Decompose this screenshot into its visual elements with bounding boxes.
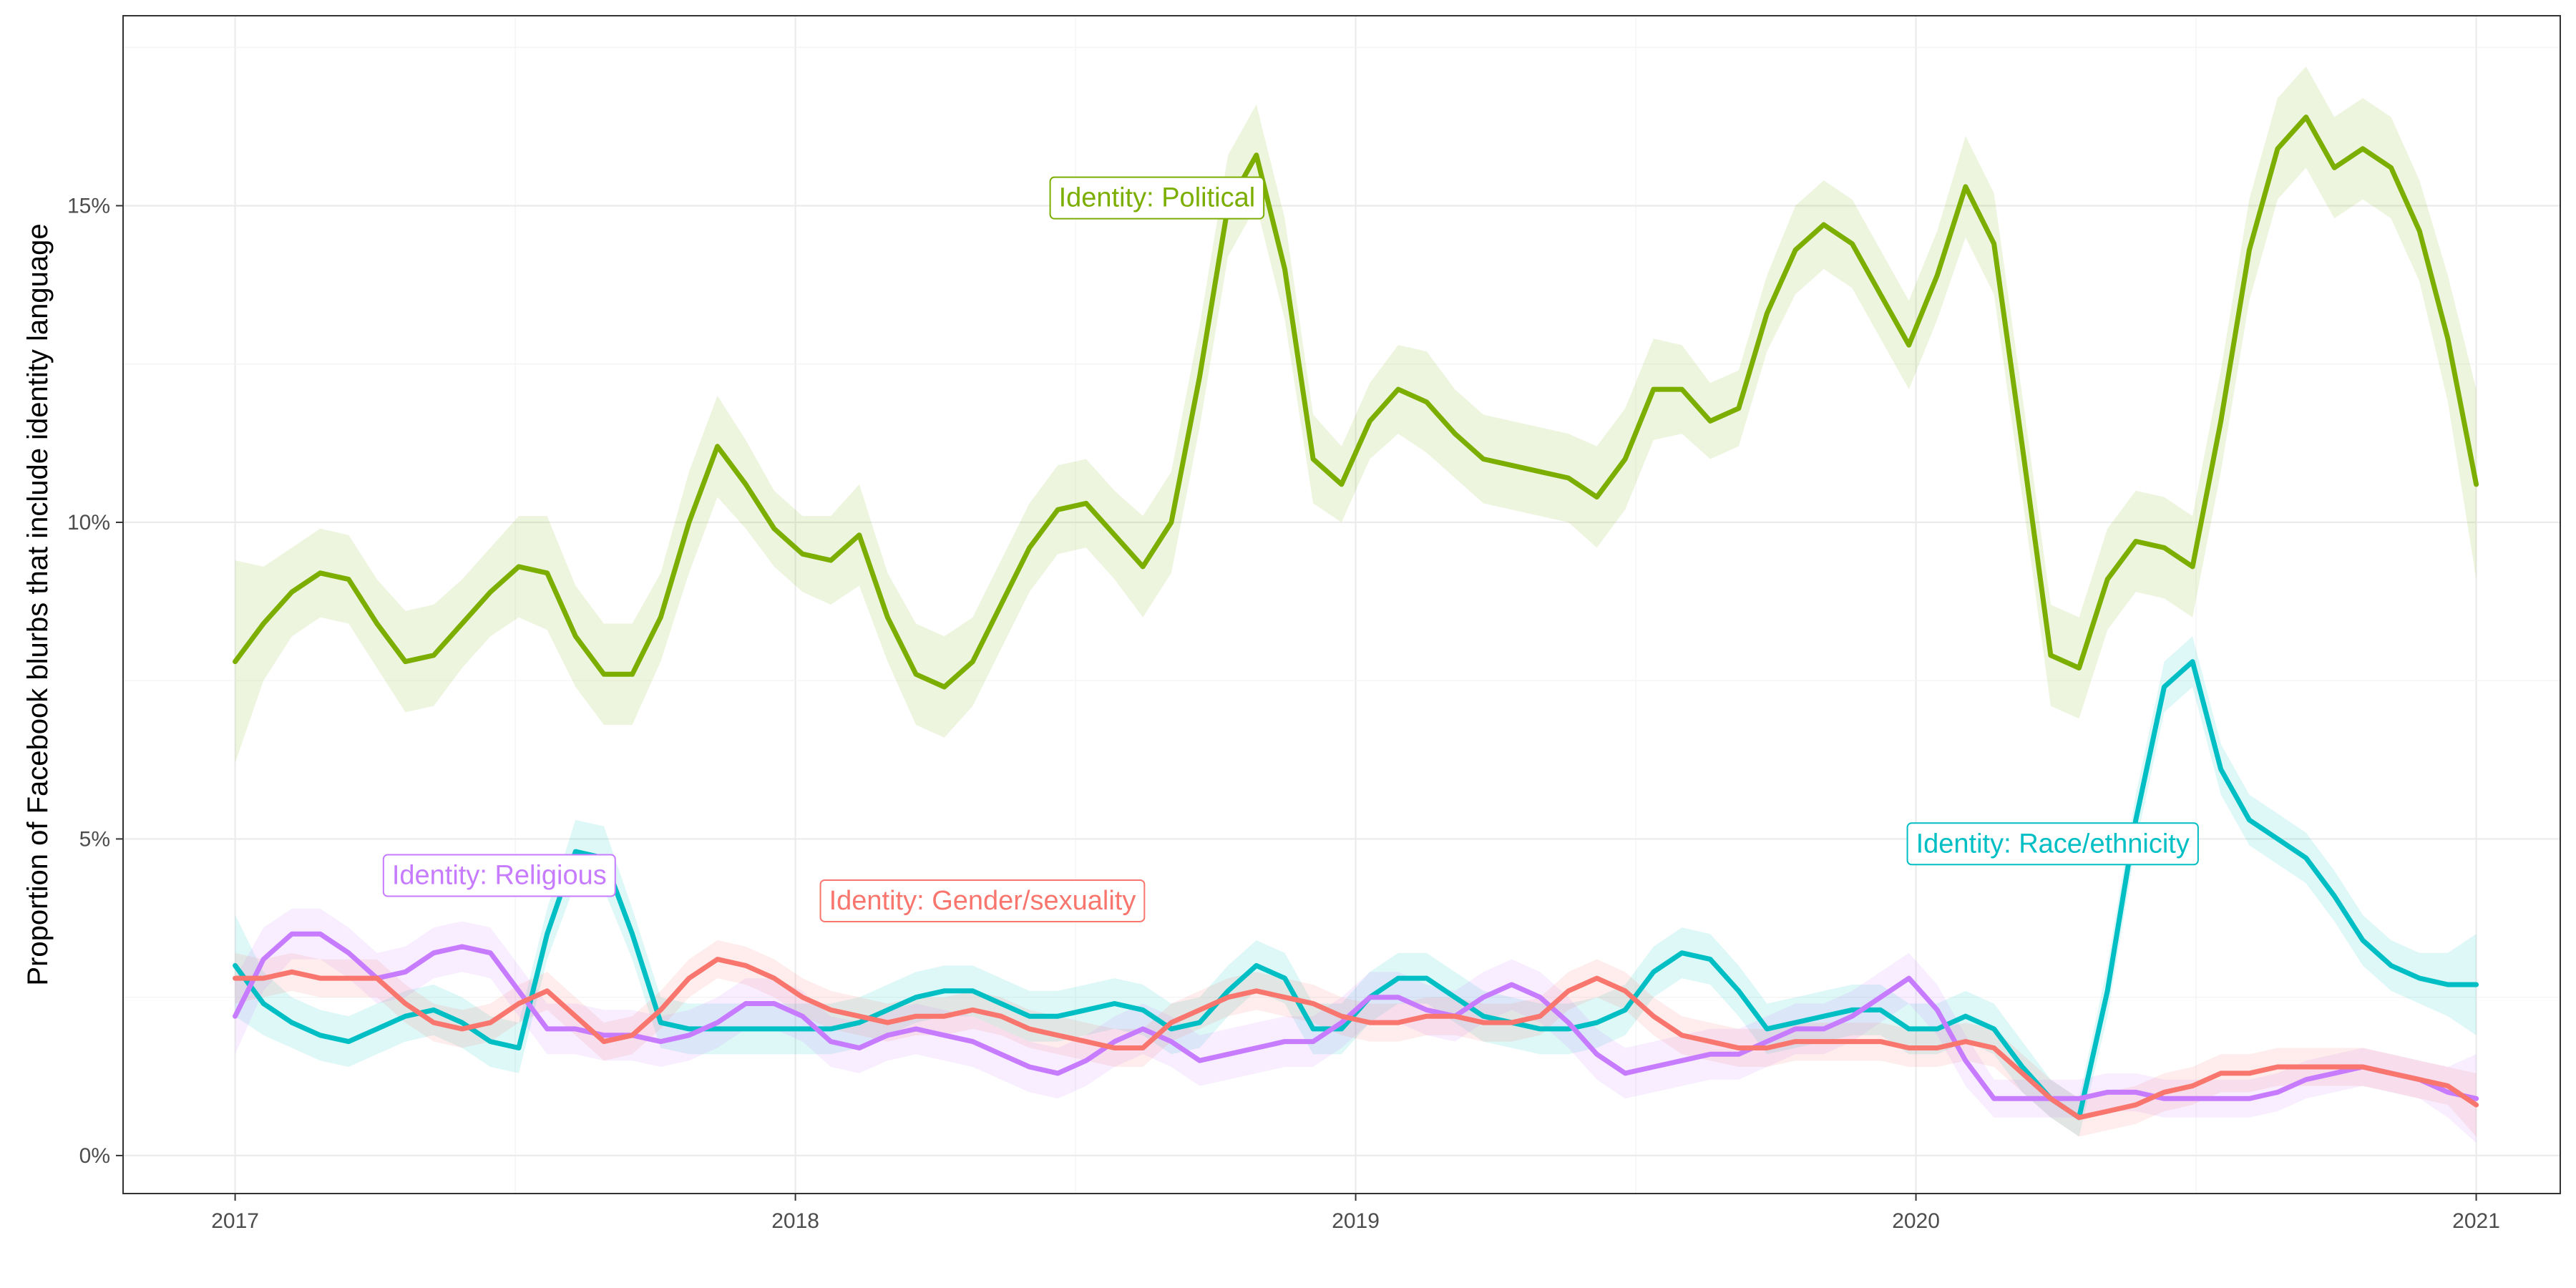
confidence-band [235,908,2477,1143]
x-axis: 2017 2018 2019 2020 2021 [211,1194,2500,1233]
series-label-text: Identity: Race/ethnicity [1916,829,2190,859]
series-label-box [1906,822,2199,866]
x-tick-label: 2020 [1892,1209,1940,1233]
series-label-box [819,879,1146,922]
series-label-text: Identity: Religious [392,861,607,891]
confidence-band [235,940,2477,1137]
series-label-text: Identity: Political [1059,183,1256,213]
y-axis: 0% 5% 10% 15% [67,194,123,1168]
series-label: Identity: Political [1049,176,1265,220]
series-label: Identity: Gender/sexuality [819,879,1146,922]
series-line [233,114,2479,690]
x-tick-label: 2018 [771,1209,819,1233]
y-tick-label: 0% [79,1144,110,1168]
series-label: Identity: Religious [382,854,616,897]
panel-border [122,15,2561,1194]
y-tick-label: 15% [67,194,110,218]
series-label-box [382,854,616,897]
y-tick-label: 5% [79,827,110,851]
series-label: Identity: Race/ethnicity [1906,822,2199,866]
series-label-text: Identity: Gender/sexuality [829,886,1136,916]
x-tick-label: 2021 [2452,1209,2500,1233]
y-axis-title: Proportion of Facebook blurbs that inclu… [22,223,54,985]
series-label-box [1049,176,1265,220]
series-line [233,931,2479,1101]
x-tick-label: 2017 [211,1209,259,1233]
series-line [233,957,2479,1121]
x-tick-label: 2019 [1332,1209,1380,1233]
series-labels: Identity: Political Identity: Race/ethnic… [382,176,2199,922]
y-tick-label: 10% [67,511,110,535]
